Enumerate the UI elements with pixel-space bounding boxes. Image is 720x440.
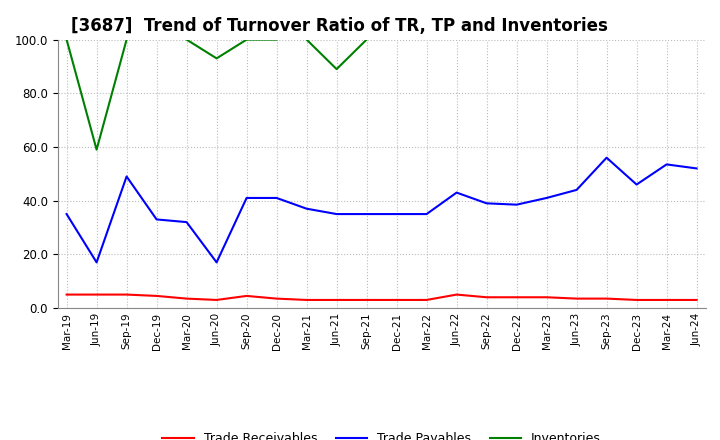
Trade Receivables — [632, 297, 641, 303]
Trade Receivables — [62, 292, 71, 297]
Trade Payables — [482, 201, 491, 206]
Trade Receivables — [662, 297, 671, 303]
Trade Payables — [92, 260, 101, 265]
Trade Receivables — [272, 296, 281, 301]
Trade Payables — [392, 211, 401, 216]
Trade Receivables — [602, 296, 611, 301]
Trade Payables — [272, 195, 281, 201]
Inventories — [62, 37, 71, 42]
Trade Payables — [542, 195, 551, 201]
Trade Payables — [452, 190, 461, 195]
Trade Payables — [693, 166, 701, 171]
Trade Payables — [362, 211, 371, 216]
Trade Payables — [602, 155, 611, 160]
Trade Payables — [122, 174, 131, 179]
Trade Receivables — [422, 297, 431, 303]
Inventories — [92, 147, 101, 152]
Trade Payables — [662, 162, 671, 167]
Trade Payables — [632, 182, 641, 187]
Trade Payables — [572, 187, 581, 193]
Trade Payables — [422, 211, 431, 216]
Trade Receivables — [122, 292, 131, 297]
Trade Payables — [212, 260, 221, 265]
Trade Receivables — [153, 293, 161, 299]
Legend: Trade Receivables, Trade Payables, Inventories: Trade Receivables, Trade Payables, Inven… — [157, 427, 606, 440]
Trade Payables — [513, 202, 521, 207]
Trade Payables — [153, 217, 161, 222]
Line: Trade Payables: Trade Payables — [66, 158, 697, 262]
Trade Receivables — [212, 297, 221, 303]
Trade Payables — [333, 211, 341, 216]
Trade Receivables — [333, 297, 341, 303]
Trade Receivables — [452, 292, 461, 297]
Trade Payables — [242, 195, 251, 201]
Text: [3687]  Trend of Turnover Ratio of TR, TP and Inventories: [3687] Trend of Turnover Ratio of TR, TP… — [71, 17, 608, 35]
Trade Receivables — [362, 297, 371, 303]
Trade Receivables — [693, 297, 701, 303]
Trade Receivables — [482, 295, 491, 300]
Trade Receivables — [242, 293, 251, 299]
Trade Receivables — [513, 295, 521, 300]
Trade Receivables — [572, 296, 581, 301]
Trade Payables — [182, 220, 191, 225]
Trade Receivables — [92, 292, 101, 297]
Trade Receivables — [302, 297, 311, 303]
Trade Payables — [302, 206, 311, 211]
Trade Payables — [62, 211, 71, 216]
Trade Receivables — [182, 296, 191, 301]
Inventories — [122, 37, 131, 42]
Line: Trade Receivables: Trade Receivables — [66, 295, 697, 300]
Trade Receivables — [392, 297, 401, 303]
Trade Receivables — [542, 295, 551, 300]
Line: Inventories: Inventories — [66, 40, 127, 150]
